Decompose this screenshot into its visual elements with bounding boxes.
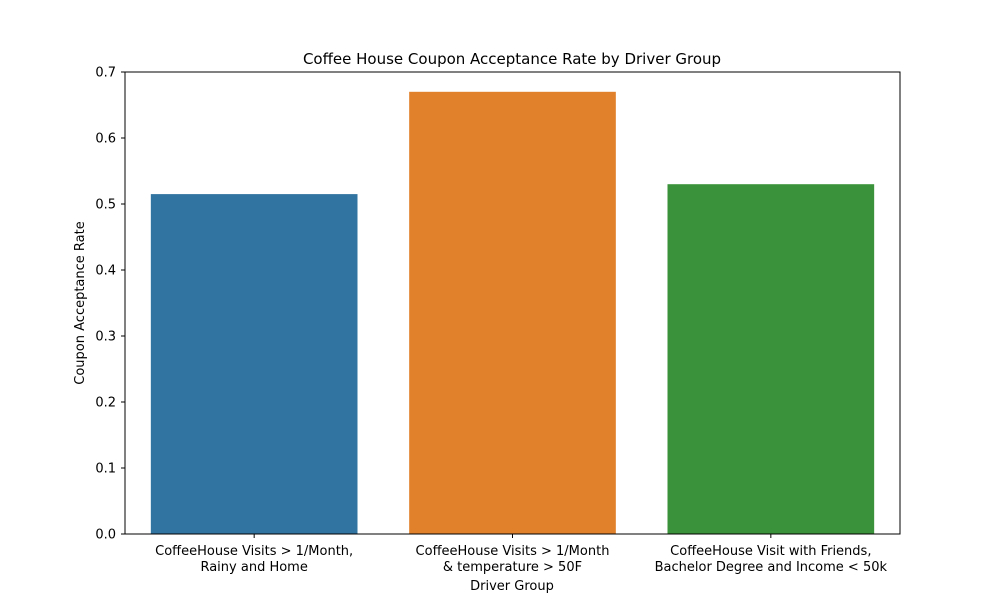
y-tick-label-5: 0.5 bbox=[95, 198, 116, 213]
plot-frame bbox=[124, 71, 901, 535]
y-tick-label-0: 0.0 bbox=[95, 528, 116, 543]
y-tick-label-6: 0.6 bbox=[95, 132, 116, 147]
y-tick-label-7: 0.7 bbox=[95, 66, 116, 81]
y-tick-label-3: 0.3 bbox=[95, 330, 116, 345]
y-tick-label-4: 0.4 bbox=[95, 264, 116, 279]
x-tick-label-3: CoffeeHouse Visit with Friends, Bachelor … bbox=[655, 544, 888, 575]
y-tick-label-2: 0.2 bbox=[95, 396, 116, 411]
x-axis: CoffeeHouse Visits > 1/Month, Rainy and H… bbox=[155, 534, 888, 575]
x-tick-label-2: CoffeeHouse Visits > 1/Month & temperatur… bbox=[416, 544, 610, 575]
bar-2 bbox=[409, 91, 616, 535]
y-axis-label: Coupon Acceptance Rate bbox=[73, 221, 88, 384]
bar-3 bbox=[667, 184, 875, 534]
x-axis-label: Driver Group bbox=[470, 579, 554, 594]
x-tick-label-1: CoffeeHouse Visits > 1/Month, Rainy and H… bbox=[155, 544, 353, 575]
bar-1 bbox=[150, 194, 358, 534]
bars-group bbox=[150, 91, 875, 535]
chart-title: Coffee House Coupon Acceptance Rate by D… bbox=[303, 50, 721, 68]
y-axis: 0.0 0.1 0.2 0.3 0.4 0.5 0.6 0.7 bbox=[95, 66, 125, 543]
y-tick-label-1: 0.1 bbox=[95, 462, 116, 477]
